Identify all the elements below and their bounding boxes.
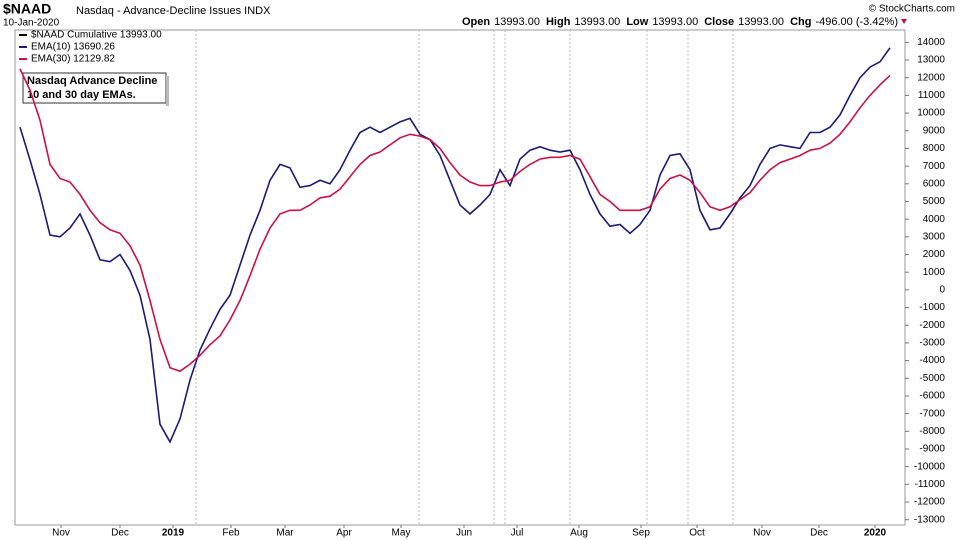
x-tick-label: Jun [456,528,472,539]
y-tick-label: 3000 [923,231,946,242]
instrument-name: Nasdaq - Advance-Decline Issues INDX [76,5,271,17]
symbol: $NAAD [3,1,51,17]
quote-label: High [546,16,571,28]
y-tick-label: -4000 [919,355,945,366]
x-tick-label: Jul [511,528,524,539]
x-tick-label: Oct [689,528,705,539]
y-tick-label: 11000 [918,90,946,101]
quote-label: Close [704,16,734,28]
x-tick-label: Nov [753,528,771,539]
event-lines [195,30,734,525]
legend-label: EMA(30) 12129.82 [31,54,115,65]
quote-value: -496.00 (-3.42%) [815,16,898,28]
y-tick-label: 12000 [917,72,945,83]
quote-label: Open [462,16,490,28]
y-tick-label: 1000 [923,267,946,278]
x-tick-label: 2019 [162,528,185,539]
x-tick-label: 2020 [864,528,887,539]
quote-label: Chg [790,16,811,28]
y-tick-label: -1000 [919,302,945,313]
y-tick-label: 9000 [923,125,946,136]
y-tick-label: 0 [939,285,945,296]
plot-frame [14,29,906,526]
y-tick-label: 13000 [917,55,945,66]
annotation: 10 and 30 day EMAs. [27,89,136,101]
y-tick-label: -9000 [919,444,945,455]
quote: Open 13993.00 High 13993.00 Low 13993.00 Close… [462,16,898,28]
down-arrow [901,19,907,24]
quote-value: 13993.00 [574,16,620,28]
y-tick-label: 8000 [923,143,946,154]
legend-label: EMA(10) 13690.26 [31,42,115,53]
y-tick-label: -5000 [919,373,945,384]
quote-value: 13993.00 [738,16,784,28]
x-tick-label: Dec [111,528,129,539]
y-tick-label: 7000 [923,161,946,172]
quote-value: 13993.00 [652,16,698,28]
y-tick-label: 5000 [923,196,946,207]
y-tick-label: -11000 [915,479,946,490]
y-tick-label: 14000 [917,37,945,48]
x-tick-label: Feb [222,528,240,539]
y-tick-label: -10000 [914,461,946,472]
quote-value: 13993.00 [494,16,540,28]
legend-label: $NAAD Cumulative 13993.00 [31,30,162,41]
y-tick-label: 2000 [923,249,946,260]
x-tick-label: Apr [336,528,352,539]
annotation-shadow [166,76,169,106]
y-tick-label: 4000 [923,214,946,225]
x-tick-label: May [392,528,411,539]
y-tick-label: -12000 [914,497,946,508]
y-tick-label: -13000 [914,514,946,525]
series-line [19,68,891,373]
x-tick-label: Nov [52,528,70,539]
y-tick-label: 6000 [923,178,946,189]
quote-label: Low [626,16,648,28]
y-tick-label: -2000 [919,320,945,331]
series-line [19,47,891,444]
annotation-box [22,72,167,104]
annotation: Nasdaq Advance Decline [27,75,157,87]
y-tick-label: -7000 [919,408,945,419]
x-tick-label: Aug [570,528,588,539]
y-tick-label: -6000 [919,391,945,402]
x-tick-label: Mar [276,528,294,539]
x-tick-label: Dec [810,528,828,539]
y-tick-label: -3000 [919,338,945,349]
y-tick-label: -8000 [919,426,945,437]
y-tick-label: 10000 [917,108,945,119]
x-tick-label: Sep [632,528,650,539]
copyright: © StockCharts.com [869,4,955,15]
date: 10-Jan-2020 [3,18,60,29]
